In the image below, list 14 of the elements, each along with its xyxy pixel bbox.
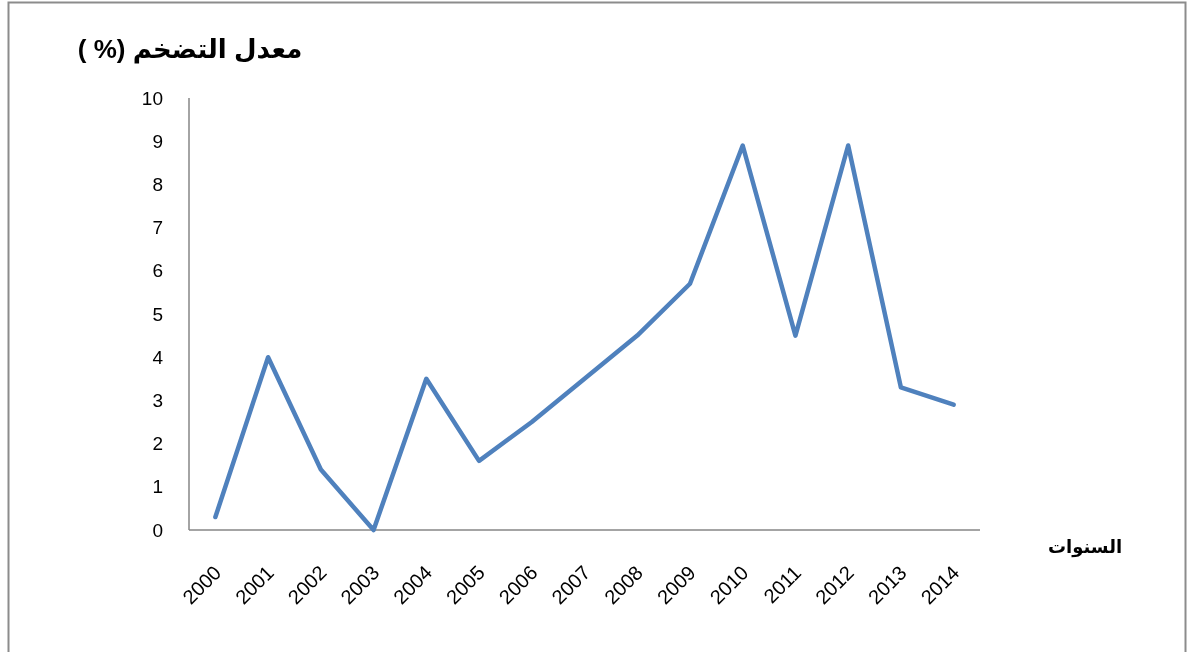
y-tick-label: 9 [152, 130, 163, 152]
y-tick-label: 3 [152, 389, 163, 411]
y-tick-label: 6 [152, 260, 163, 282]
y-tick-label: 2 [152, 433, 163, 455]
y-tick-label: 8 [152, 173, 163, 195]
chart-title: معدل التضخم (% ) [77, 34, 303, 64]
y-tick-label: 7 [152, 217, 163, 239]
y-tick-label: 0 [152, 519, 163, 541]
y-tick-label: 4 [152, 346, 164, 368]
y-tick-label: 10 [141, 87, 163, 109]
x-axis-title: السنوات [1047, 537, 1123, 558]
line-series [213, 143, 956, 533]
y-tick-label: 1 [152, 476, 163, 498]
y-tick-label: 5 [152, 303, 163, 325]
